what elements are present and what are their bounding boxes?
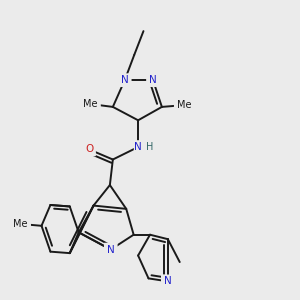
FancyBboxPatch shape <box>134 140 157 154</box>
Text: N: N <box>121 75 129 85</box>
FancyBboxPatch shape <box>82 142 96 156</box>
FancyBboxPatch shape <box>11 218 31 231</box>
Text: O: O <box>85 144 93 154</box>
Text: N: N <box>164 276 172 286</box>
Text: N: N <box>134 142 142 152</box>
FancyBboxPatch shape <box>80 98 101 110</box>
FancyBboxPatch shape <box>146 73 160 87</box>
Text: Me: Me <box>14 219 28 229</box>
FancyBboxPatch shape <box>118 73 132 87</box>
Text: Me: Me <box>177 100 191 110</box>
FancyBboxPatch shape <box>104 243 118 256</box>
Text: N: N <box>107 244 115 255</box>
Text: Me: Me <box>83 99 98 109</box>
FancyBboxPatch shape <box>161 274 175 288</box>
Text: H: H <box>146 142 153 152</box>
Text: N: N <box>149 75 157 85</box>
FancyBboxPatch shape <box>174 99 194 112</box>
